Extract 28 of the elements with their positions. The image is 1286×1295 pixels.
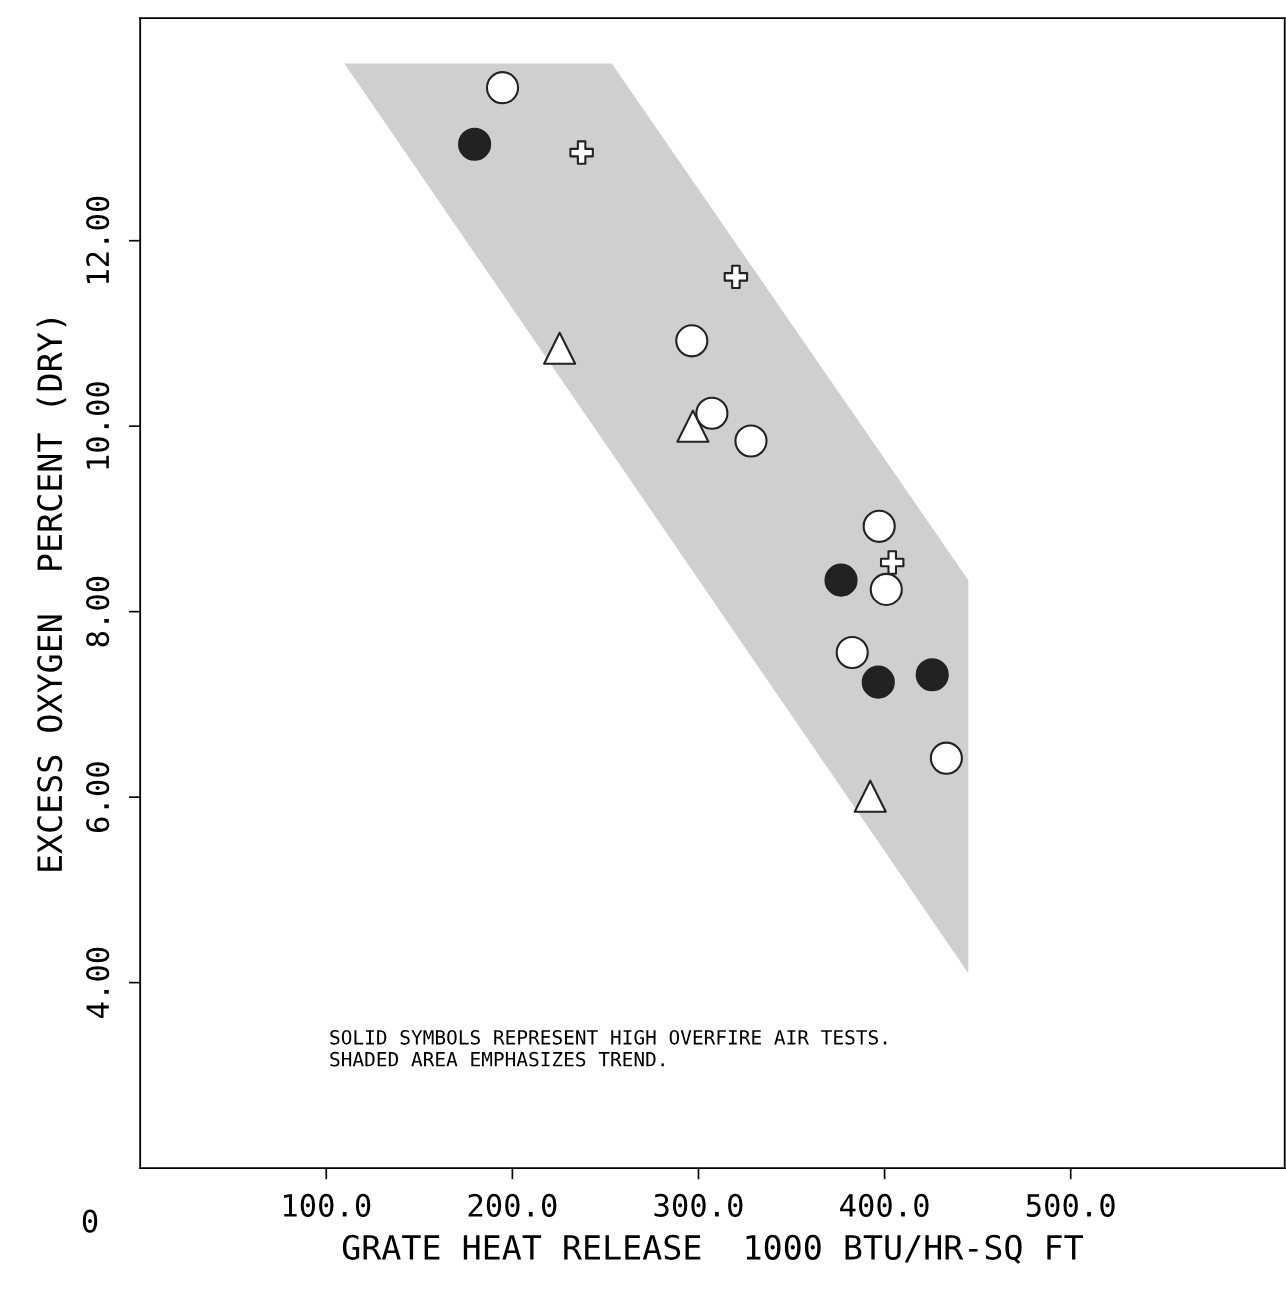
point — [675, 324, 709, 358]
y-tick-label: 6.00 — [86, 762, 110, 832]
annotation: SOLID SYMBOLS REPRESENT HIGH OVERFIRE AIR TESTS. SHADED AREA EMPHASIZES TREND. — [330, 1029, 887, 1067]
y-tick-label: 12.00 — [86, 196, 110, 284]
y-tick-label: 4.00 — [86, 947, 110, 1018]
point — [862, 509, 896, 543]
point — [835, 635, 869, 670]
y-axis-title: EXCESS OXYGEN PERCENT (DRY) — [36, 319, 67, 871]
point — [853, 779, 887, 813]
y-tick-label: 8.00 — [86, 576, 110, 647]
point — [569, 140, 594, 165]
x-tick-label: 200.0 — [468, 1193, 557, 1217]
point — [676, 409, 710, 443]
point — [723, 264, 749, 290]
point — [695, 396, 729, 430]
x-tick-label: 500.0 — [1026, 1193, 1115, 1217]
point — [485, 71, 520, 105]
x-tick-label: 300.0 — [654, 1193, 743, 1217]
point — [869, 572, 903, 606]
point — [543, 331, 577, 365]
point — [929, 741, 963, 775]
text: 0 — [82, 1209, 98, 1233]
x-tick-label: 100.0 — [283, 1193, 371, 1217]
y-tick-label: 10.00 — [86, 382, 110, 469]
point — [879, 550, 905, 575]
x-tick-label: 400.0 — [840, 1193, 929, 1217]
point — [734, 424, 768, 458]
x-axis-title: GRATE HEAT RELEASE 1000 BTU/HR-SQ FT — [342, 1234, 1083, 1264]
